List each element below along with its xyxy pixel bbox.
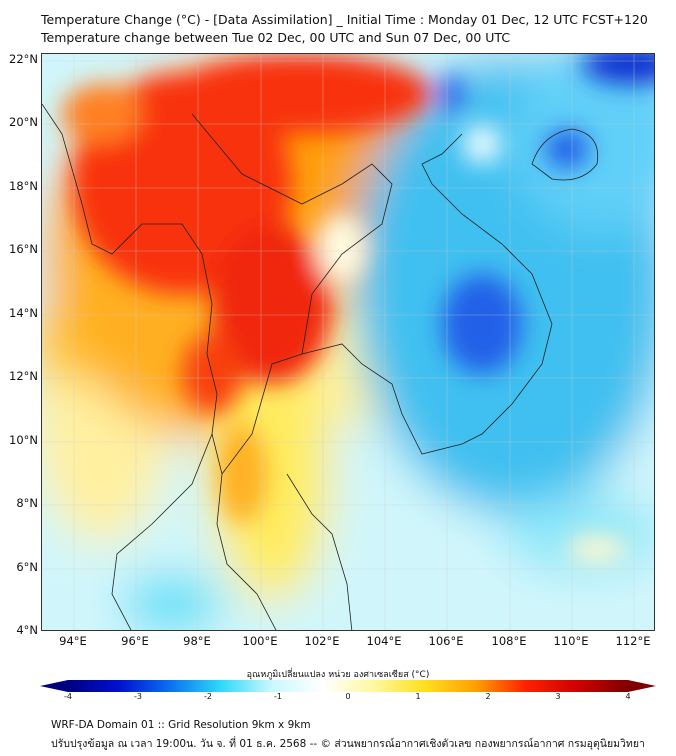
colorbar	[40, 680, 656, 692]
colorbar-min-arrow	[40, 680, 68, 692]
lon-tick: 102°E	[304, 634, 340, 648]
lon-tick: 96°E	[121, 634, 149, 648]
colorbar-tick: -4	[64, 692, 72, 701]
lat-tick: 4°N	[16, 623, 38, 637]
colorbar-tick: 2	[485, 692, 491, 701]
lat-tick: 8°N	[16, 496, 38, 510]
lat-tick: 18°N	[9, 179, 38, 193]
colorbar-tick: -1	[274, 692, 282, 701]
lon-tick: 112°E	[615, 634, 651, 648]
chart-subtitle: Temperature change between Tue 02 Dec, 0…	[41, 30, 511, 45]
lon-tick: 106°E	[428, 634, 464, 648]
lon-tick: 98°E	[183, 634, 211, 648]
lat-tick: 20°N	[9, 115, 38, 129]
colorbar-tick: 0	[345, 692, 351, 701]
lat-tick: 22°N	[9, 52, 38, 66]
colorbar-gradient	[68, 680, 628, 692]
colorbar-max-arrow	[628, 680, 656, 692]
colorbar-tick: 3	[555, 692, 561, 701]
temperature-change-map	[41, 53, 655, 631]
footer-update-info: ปรับปรุงข้อมูล ณ เวลา 19:00น. วัน จ. ที่…	[51, 738, 645, 750]
lat-tick: 14°N	[9, 306, 38, 320]
coastlines	[42, 103, 599, 630]
chart-title: Temperature Change (°C) - [Data Assimila…	[41, 12, 648, 27]
lon-tick: 110°E	[553, 634, 589, 648]
lat-tick: 10°N	[9, 433, 38, 447]
lon-tick: 108°E	[491, 634, 527, 648]
colorbar-tick: 4	[625, 692, 631, 701]
lat-tick: 16°N	[9, 242, 38, 256]
colorbar-tick: -3	[134, 692, 142, 701]
footer-model-info: WRF-DA Domain 01 :: Grid Resolution 9km …	[51, 719, 311, 731]
lat-tick: 6°N	[16, 560, 38, 574]
lon-tick: 104°E	[366, 634, 402, 648]
lon-tick: 100°E	[242, 634, 278, 648]
heat-field	[42, 54, 654, 630]
grid-lines	[42, 54, 654, 630]
colorbar-label: อุณหภูมิเปลี่ยนแปลง หน่วย องศาเซลเซียส (…	[246, 670, 430, 680]
lon-tick: 94°E	[59, 634, 87, 648]
colorbar-tick: 1	[415, 692, 421, 701]
lat-tick: 12°N	[9, 369, 38, 383]
colorbar-tick: -2	[204, 692, 212, 701]
